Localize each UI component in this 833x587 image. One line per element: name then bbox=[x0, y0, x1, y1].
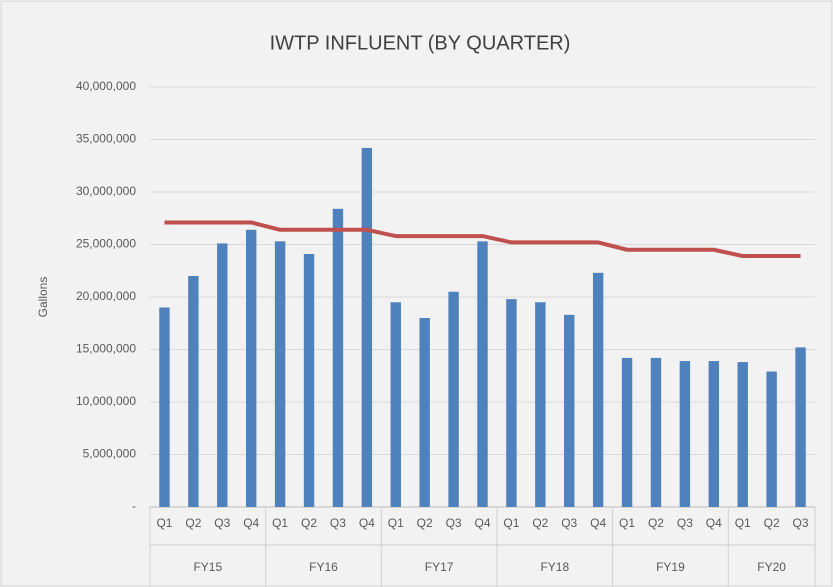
y-tick-label: 30,000,000 bbox=[76, 184, 136, 198]
line bbox=[164, 220, 801, 259]
group-label: FY20 bbox=[757, 560, 786, 574]
bar bbox=[448, 291, 459, 507]
y-tick-label: 40,000,000 bbox=[76, 79, 136, 93]
y-tick-label: 15,000,000 bbox=[76, 342, 136, 356]
bar bbox=[361, 147, 373, 507]
bar bbox=[650, 357, 662, 507]
bar bbox=[592, 272, 604, 507]
y-tick-label: 5,000,000 bbox=[83, 447, 137, 461]
x-tick-label: Q3 bbox=[561, 516, 577, 530]
x-tick-label: Q1 bbox=[735, 516, 751, 530]
x-tick-label: Q4 bbox=[243, 516, 259, 530]
x-tick-label: Q2 bbox=[417, 516, 433, 530]
x-tick-label: Q3 bbox=[446, 516, 462, 530]
x-tick-label: Q2 bbox=[185, 516, 201, 530]
group-label: FY19 bbox=[656, 560, 685, 574]
x-tick-label: Q2 bbox=[301, 516, 317, 530]
bar bbox=[274, 241, 286, 507]
group-label: FY16 bbox=[309, 560, 338, 574]
group-label: FY17 bbox=[425, 560, 454, 574]
x-tick-label: Q3 bbox=[793, 516, 809, 530]
x-tick-label: Q4 bbox=[359, 516, 375, 530]
x-tick-label: Q3 bbox=[214, 516, 230, 530]
x-tick-label: Q1 bbox=[156, 516, 172, 530]
bar bbox=[737, 362, 748, 507]
y-tick-label: - bbox=[132, 499, 136, 513]
group-label: FY15 bbox=[193, 560, 222, 574]
y-tick-label: 20,000,000 bbox=[76, 289, 136, 303]
x-tick-label: Q4 bbox=[590, 516, 606, 530]
x-tick-label: Q4 bbox=[474, 516, 490, 530]
bar bbox=[621, 357, 633, 507]
bar bbox=[679, 361, 691, 507]
bar bbox=[477, 241, 488, 507]
x-tick-label: Q4 bbox=[706, 516, 722, 530]
y-axis-label: Gallons bbox=[36, 277, 50, 318]
x-tick-label: Q1 bbox=[619, 516, 635, 530]
x-tick-label: Q3 bbox=[330, 516, 346, 530]
x-tick-label: Q2 bbox=[764, 516, 780, 530]
group-label: FY18 bbox=[540, 560, 569, 574]
bar bbox=[766, 371, 777, 507]
bar bbox=[708, 361, 720, 507]
bar bbox=[535, 302, 546, 507]
y-tick-label: 25,000,000 bbox=[76, 237, 136, 251]
bar bbox=[506, 299, 517, 507]
y-tick-label: 35,000,000 bbox=[76, 132, 136, 146]
bar bbox=[188, 276, 199, 507]
x-tick-label: Q2 bbox=[532, 516, 548, 530]
bar bbox=[159, 307, 170, 507]
bar bbox=[390, 302, 401, 507]
bar bbox=[564, 314, 575, 507]
bar bbox=[303, 253, 315, 507]
x-tick-label: Q1 bbox=[388, 516, 404, 530]
bar bbox=[419, 318, 430, 507]
bar bbox=[217, 243, 228, 507]
bar bbox=[332, 208, 344, 508]
y-tick-label: 10,000,000 bbox=[76, 394, 136, 408]
bar bbox=[245, 229, 257, 508]
bar bbox=[795, 347, 806, 507]
x-tick-label: Q3 bbox=[677, 516, 693, 530]
x-tick-label: Q1 bbox=[503, 516, 519, 530]
chart-title: IWTP INFLUENT (BY QUARTER) bbox=[270, 32, 571, 54]
x-tick-label: Q1 bbox=[272, 516, 288, 530]
x-tick-label: Q2 bbox=[648, 516, 664, 530]
